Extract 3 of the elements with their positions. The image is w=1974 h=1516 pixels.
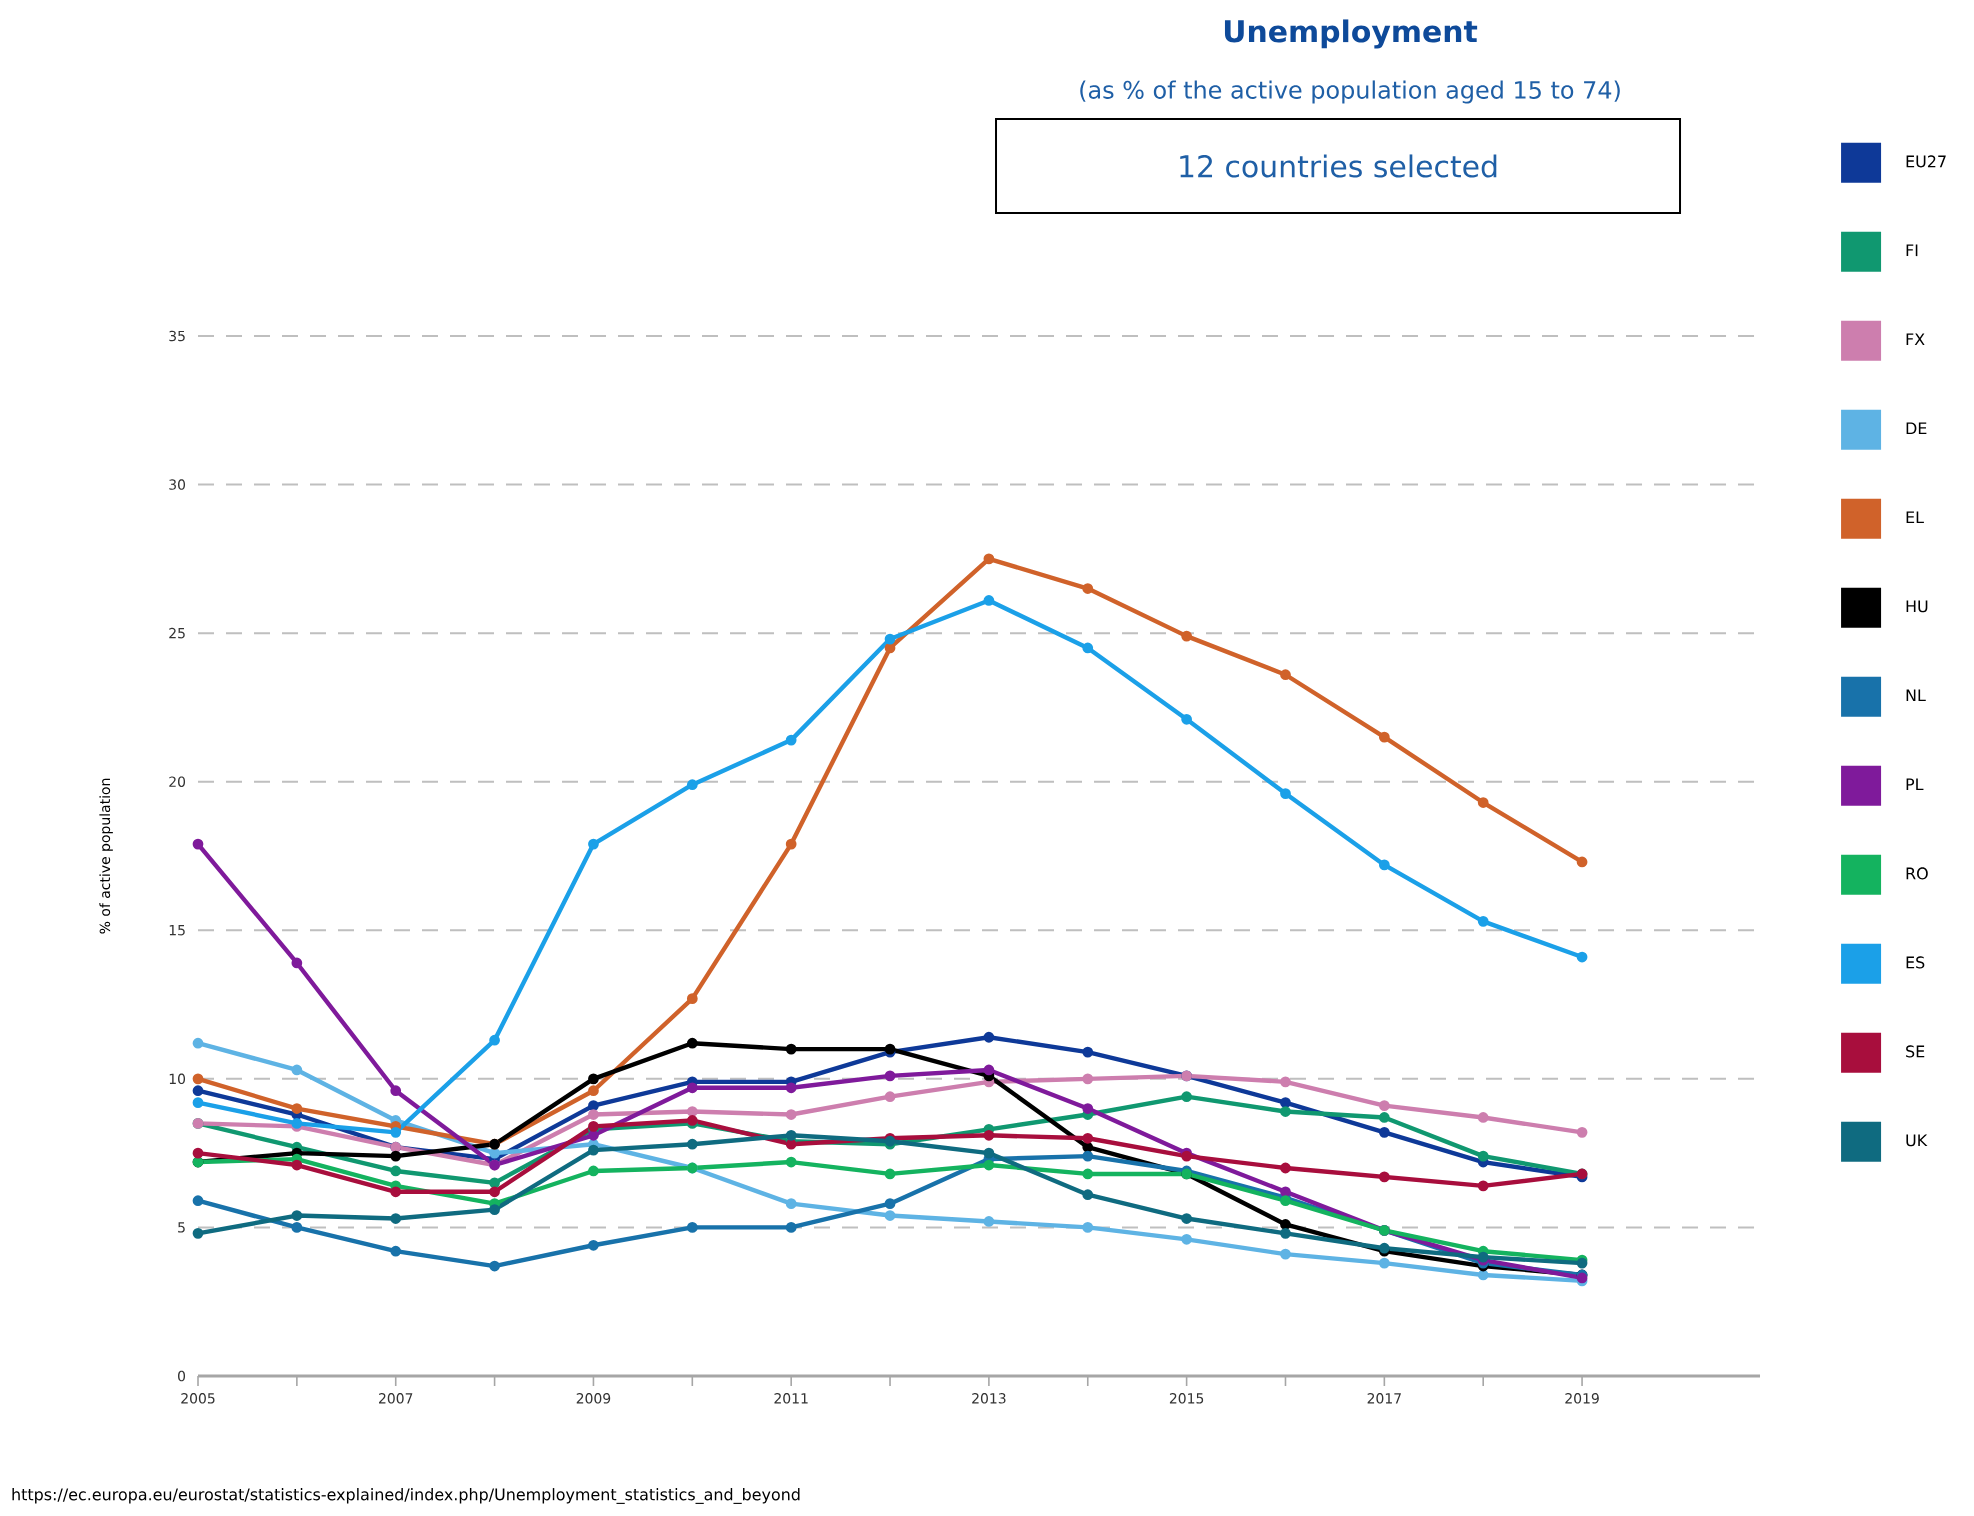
chart-subtitle: (as % of the active population aged 15 to 74) <box>1080 80 1620 104</box>
text: 12 countries selected <box>1180 154 1497 178</box>
chart-title: Unemployment <box>1224 19 1478 49</box>
